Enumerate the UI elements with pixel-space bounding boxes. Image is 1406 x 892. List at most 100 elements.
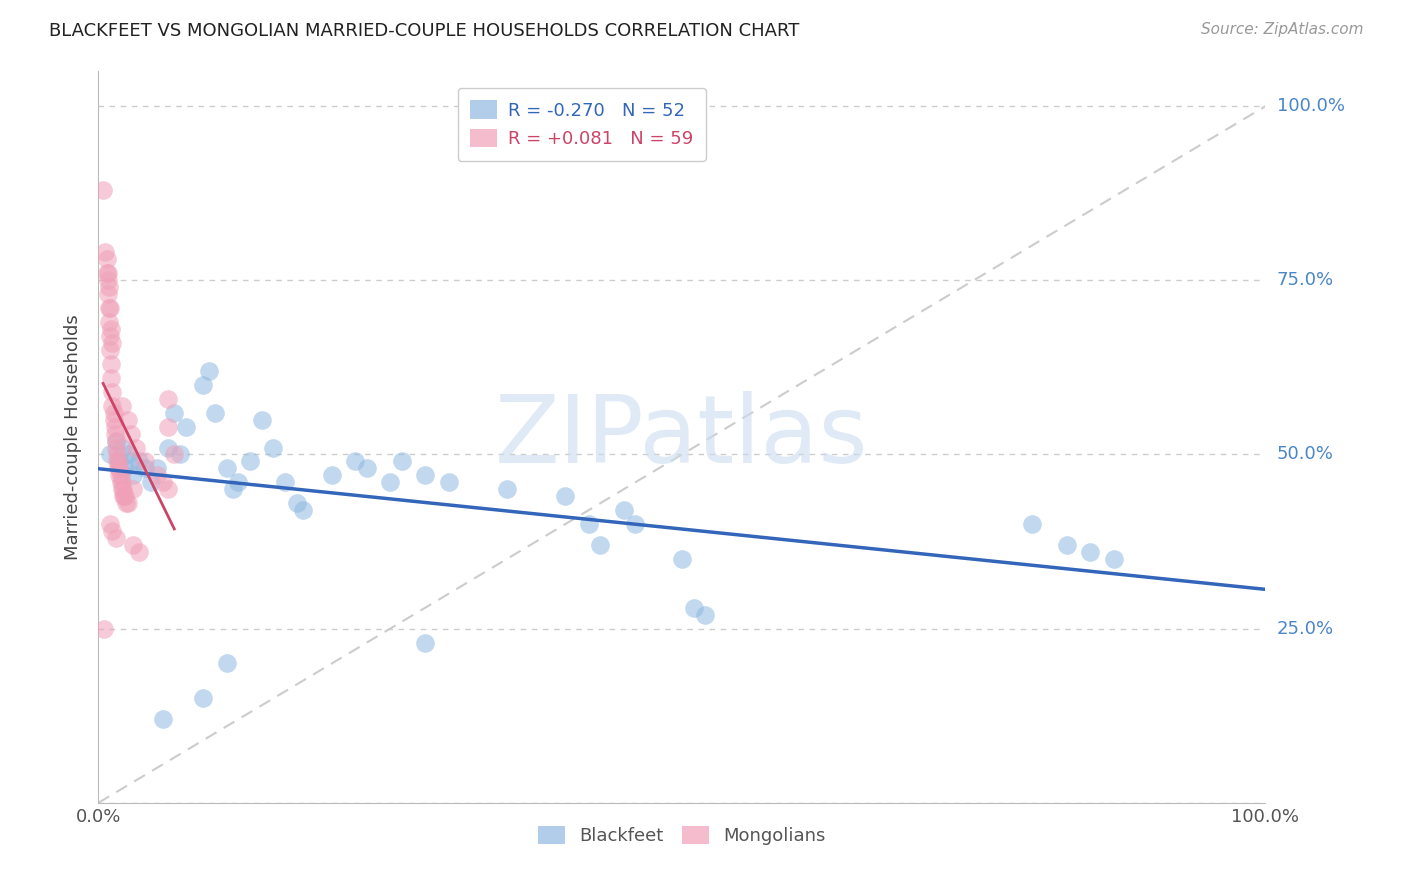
- Point: [139, 475, 162, 490]
- Point: [114, 489, 136, 503]
- Point: [111, 489, 134, 503]
- Point: [1056, 538, 1078, 552]
- Point: [157, 483, 180, 497]
- Text: 25.0%: 25.0%: [1277, 620, 1334, 638]
- Point: [112, 461, 135, 475]
- Point: [122, 468, 145, 483]
- Point: [589, 538, 612, 552]
- Point: [157, 441, 180, 455]
- Point: [101, 384, 124, 399]
- Point: [96, 252, 118, 267]
- Point: [152, 712, 174, 726]
- Point: [120, 454, 142, 468]
- Point: [104, 531, 127, 545]
- Point: [554, 489, 576, 503]
- Point: [695, 607, 717, 622]
- Point: [101, 336, 124, 351]
- Point: [111, 441, 134, 455]
- Point: [163, 406, 186, 420]
- Point: [101, 524, 124, 538]
- Point: [437, 475, 460, 490]
- Point: [108, 454, 131, 468]
- Point: [97, 287, 120, 301]
- Point: [291, 503, 314, 517]
- Point: [117, 448, 139, 462]
- Point: [111, 483, 134, 497]
- Point: [111, 475, 134, 490]
- Y-axis label: Married-couple Households: Married-couple Households: [65, 314, 83, 560]
- Point: [122, 483, 145, 497]
- Point: [117, 412, 139, 426]
- Point: [98, 517, 121, 532]
- Text: BLACKFEET VS MONGOLIAN MARRIED-COUPLE HOUSEHOLDS CORRELATION CHART: BLACKFEET VS MONGOLIAN MARRIED-COUPLE HO…: [49, 22, 800, 40]
- Point: [105, 454, 128, 468]
- Point: [321, 468, 343, 483]
- Point: [108, 461, 131, 475]
- Point: [97, 266, 120, 280]
- Point: [239, 454, 262, 468]
- Point: [105, 448, 128, 462]
- Point: [193, 691, 215, 706]
- Point: [97, 315, 120, 329]
- Point: [274, 475, 297, 490]
- Point: [110, 468, 132, 483]
- Point: [1102, 552, 1125, 566]
- Point: [1021, 517, 1043, 532]
- Legend: R = -0.270   N = 52, R = +0.081   N = 59: R = -0.270 N = 52, R = +0.081 N = 59: [457, 87, 706, 161]
- Point: [624, 517, 647, 532]
- Point: [98, 329, 121, 343]
- Point: [128, 454, 150, 468]
- Point: [262, 441, 284, 455]
- Text: Source: ZipAtlas.com: Source: ZipAtlas.com: [1201, 22, 1364, 37]
- Point: [104, 426, 127, 441]
- Point: [128, 545, 150, 559]
- Point: [356, 461, 378, 475]
- Point: [98, 448, 121, 462]
- Point: [103, 406, 125, 420]
- Point: [146, 461, 169, 475]
- Point: [134, 454, 156, 468]
- Point: [391, 454, 413, 468]
- Point: [496, 483, 519, 497]
- Point: [111, 483, 134, 497]
- Point: [110, 475, 132, 490]
- Text: ZIPatlas: ZIPatlas: [495, 391, 869, 483]
- Point: [250, 412, 273, 426]
- Point: [146, 468, 169, 483]
- Point: [228, 475, 250, 490]
- Point: [204, 406, 226, 420]
- Point: [97, 301, 120, 316]
- Point: [112, 489, 135, 503]
- Point: [107, 454, 129, 468]
- Point: [122, 538, 145, 552]
- Point: [193, 377, 215, 392]
- Point: [163, 448, 186, 462]
- Point: [198, 364, 221, 378]
- Text: 100.0%: 100.0%: [1277, 97, 1344, 115]
- Point: [94, 245, 117, 260]
- Point: [115, 496, 138, 510]
- Point: [578, 517, 600, 532]
- Point: [97, 273, 120, 287]
- Point: [1080, 545, 1102, 559]
- Point: [101, 399, 124, 413]
- Point: [134, 461, 156, 475]
- Point: [215, 657, 238, 671]
- Point: [285, 496, 308, 510]
- Point: [104, 434, 127, 448]
- Point: [413, 468, 436, 483]
- Point: [125, 441, 148, 455]
- Point: [671, 552, 693, 566]
- Point: [117, 496, 139, 510]
- Point: [104, 434, 127, 448]
- Point: [221, 483, 243, 497]
- Point: [98, 343, 121, 357]
- Point: [107, 461, 129, 475]
- Text: 50.0%: 50.0%: [1277, 445, 1333, 464]
- Point: [100, 357, 122, 371]
- Point: [157, 392, 180, 406]
- Point: [215, 461, 238, 475]
- Point: [97, 280, 120, 294]
- Point: [174, 419, 197, 434]
- Point: [91, 183, 114, 197]
